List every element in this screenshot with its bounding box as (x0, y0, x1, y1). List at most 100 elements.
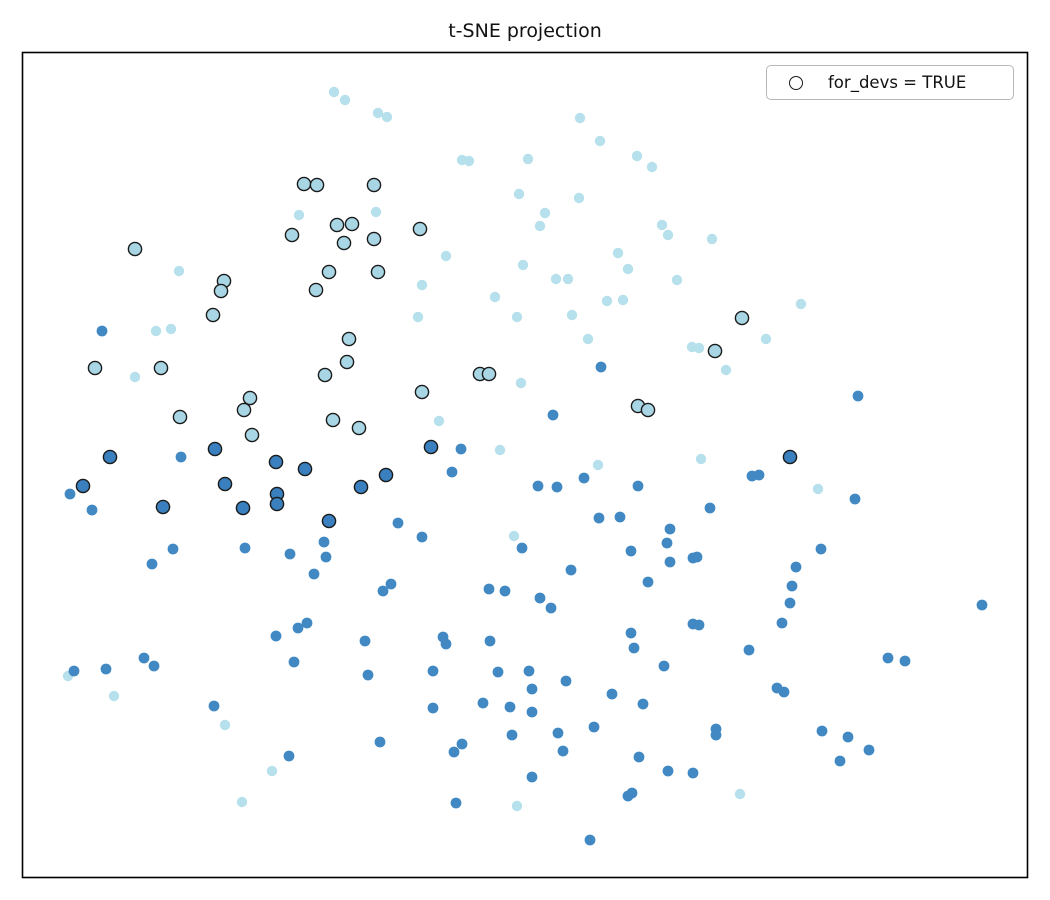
scatter-point (637, 698, 649, 710)
scatter-point (412, 311, 424, 323)
scatter-point (815, 543, 827, 555)
scatter-point (706, 233, 718, 245)
scatter-point (484, 635, 496, 647)
scatter-point (381, 111, 393, 123)
scatter-point (601, 295, 613, 307)
scatter-point (511, 800, 523, 812)
scatter-point (720, 364, 732, 376)
scatter-point (412, 221, 428, 237)
scatter-point (270, 630, 282, 642)
scatter-point (68, 665, 80, 677)
scatter-point (671, 274, 683, 286)
scatter-point (560, 675, 572, 687)
scatter-point (153, 360, 169, 376)
scatter-point (592, 459, 604, 471)
scatter-point (489, 291, 501, 303)
scatter-point (632, 480, 644, 492)
scatter-point (557, 745, 569, 757)
scatter-point (612, 247, 624, 259)
scatter-point (96, 325, 108, 337)
scatter-point (743, 644, 755, 656)
scatter-point (640, 402, 656, 418)
scatter-point (239, 542, 251, 554)
scatter-point (317, 367, 333, 383)
scatter-point (511, 311, 523, 323)
scatter-point (308, 568, 320, 580)
scatter-point (584, 834, 596, 846)
scatter-point (631, 150, 643, 162)
scatter-point (86, 504, 98, 516)
scatter-point (269, 496, 285, 512)
scatter-point (662, 229, 674, 241)
chart-title: t-SNE projection (448, 20, 602, 42)
scatter-point (784, 597, 796, 609)
scatter-point (812, 483, 824, 495)
scatter-point (129, 371, 141, 383)
scatter-point (517, 259, 529, 271)
scatter-point (463, 155, 475, 167)
scatter-point (440, 250, 452, 262)
scatter-point (573, 192, 585, 204)
scatter-point (588, 721, 600, 733)
scatter-point (539, 207, 551, 219)
scatter-point (320, 551, 332, 563)
scatter-point (606, 688, 618, 700)
scatter-point (455, 443, 467, 455)
scatter-point (622, 263, 634, 275)
scatter-point (522, 153, 534, 165)
scatter-point (325, 412, 341, 428)
scatter-point (318, 536, 330, 548)
scatter-point (87, 360, 103, 376)
legend: for_devs = TRUE (766, 65, 1014, 100)
scatter-point (370, 206, 382, 218)
scatter-point (236, 402, 252, 418)
scatter-point (646, 161, 658, 173)
scatter-point (593, 512, 605, 524)
scatter-point (693, 342, 705, 354)
scatter-point (704, 502, 716, 514)
scatter-point (526, 771, 538, 783)
scatter-point (852, 390, 864, 402)
scatter-point (446, 466, 458, 478)
scatter-point (695, 453, 707, 465)
scatter-point (165, 323, 177, 335)
scatter-point (450, 797, 462, 809)
scatter-point (167, 543, 179, 555)
scatter-point (100, 663, 112, 675)
scatter-point (551, 481, 563, 493)
scatter-point (614, 511, 626, 523)
scatter-point (416, 279, 428, 291)
scatter-point (578, 472, 590, 484)
scatter-point (532, 480, 544, 492)
scatter-point (377, 585, 389, 597)
scatter-point (296, 176, 312, 192)
scatter-point (423, 439, 439, 455)
scatter-point (710, 729, 722, 741)
scatter-point (516, 542, 528, 554)
scatter-point (545, 602, 557, 614)
scatter-point (550, 273, 562, 285)
scatter-point (440, 638, 452, 650)
scatter-point (526, 706, 538, 718)
scatter-point (566, 309, 578, 321)
scatter-point (534, 592, 546, 604)
scatter-point (416, 531, 428, 543)
scatter-point (213, 283, 229, 299)
scatter-point (499, 585, 511, 597)
scatter-point (526, 683, 538, 695)
scatter-point (656, 219, 668, 231)
scatter-point (372, 107, 384, 119)
scatter-point (146, 558, 158, 570)
scatter-point (547, 409, 559, 421)
scatter-point (219, 719, 231, 731)
scatter-point (427, 665, 439, 677)
scatter-point (284, 548, 296, 560)
scatter-point (513, 188, 525, 200)
scatter-point (75, 478, 91, 494)
scatter-point (321, 264, 337, 280)
scatter-point (150, 325, 162, 337)
scatter-point (795, 298, 807, 310)
scatter-point (534, 220, 546, 232)
scatter-point (309, 177, 325, 193)
